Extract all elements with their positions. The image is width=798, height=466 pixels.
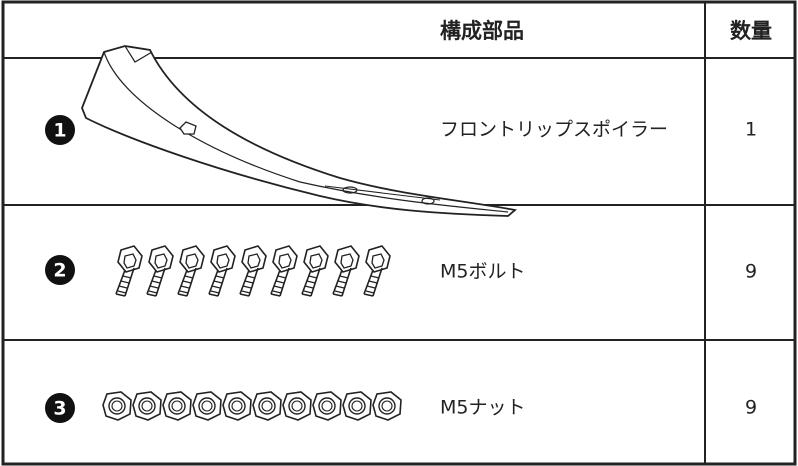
- nut: [372, 391, 402, 421]
- number-badge: [45, 115, 75, 145]
- row-number: 2: [53, 260, 66, 282]
- bolt: [363, 245, 391, 297]
- part-quantity: 1: [745, 119, 757, 141]
- bolt: [301, 245, 329, 297]
- nut: [252, 391, 282, 421]
- part-quantity: 9: [745, 261, 757, 283]
- part-name: M5ボルト: [440, 261, 525, 283]
- header-quantity: 数量: [730, 19, 772, 43]
- part-name: M5ナット: [440, 397, 525, 419]
- row-number: 3: [53, 398, 66, 420]
- nut: [192, 391, 222, 421]
- bolt: [270, 245, 298, 297]
- part-quantity: 9: [745, 397, 757, 419]
- row-number: 1: [53, 120, 66, 142]
- nut: [102, 391, 132, 421]
- number-badge: [45, 393, 75, 423]
- bolt-illustration: [115, 245, 391, 297]
- bolt: [332, 245, 360, 297]
- nut: [222, 391, 252, 421]
- part-name: フロントリップスポイラー: [440, 119, 668, 141]
- nut-illustration: [102, 391, 402, 421]
- bolt: [239, 245, 267, 297]
- bolt: [115, 245, 143, 297]
- spoiler-illustration: [81, 45, 518, 217]
- header-part: 構成部品: [440, 19, 524, 43]
- nut: [342, 391, 372, 421]
- bolt: [146, 245, 174, 297]
- bolt: [177, 245, 205, 297]
- number-badge: [45, 255, 75, 285]
- nut: [282, 391, 312, 421]
- nut: [132, 391, 162, 421]
- nut: [312, 391, 342, 421]
- nut: [162, 391, 192, 421]
- bolt: [208, 245, 236, 297]
